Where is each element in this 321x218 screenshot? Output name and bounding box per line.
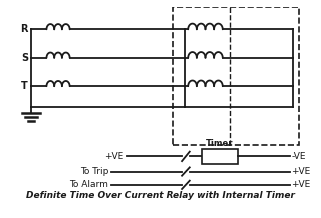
Text: R: R [21, 24, 28, 34]
Text: Timer: Timer [206, 139, 234, 148]
Text: Definite Time Over Current Relay with Internal Timer: Definite Time Over Current Relay with In… [26, 191, 295, 200]
Bar [202, 149, 238, 164]
Text: To Trip: To Trip [80, 167, 108, 176]
Text: +VE: +VE [291, 180, 311, 189]
Text: To Alarm: To Alarm [69, 180, 108, 189]
Bar [173, 7, 299, 145]
Text: +VE: +VE [291, 167, 311, 176]
Text: T: T [21, 81, 28, 91]
Text: +VE: +VE [104, 152, 124, 161]
Text: S: S [21, 53, 28, 63]
Text: -VE: -VE [291, 152, 306, 161]
